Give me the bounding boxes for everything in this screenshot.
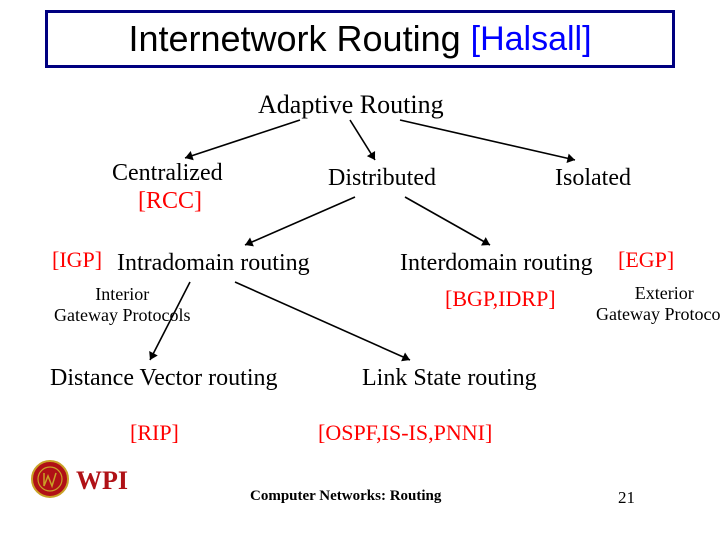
node-lsr: Link State routing [362,365,537,392]
node-rip: [RIP] [130,420,179,446]
node-centralized: Centralized [112,160,223,187]
node-inter: Interdomain routing [400,250,593,277]
node-distributed: Distributed [328,165,436,192]
footer-text: Computer Networks: Routing [250,488,441,505]
wpi-logo: WPI [30,458,160,500]
interior-line2: Gateway Protocols [54,305,190,325]
page-number: 21 [618,488,635,508]
node-bgp: [BGP,IDRP] [445,286,556,312]
node-isolated: Isolated [555,165,631,192]
node-intra: Intradomain routing [117,250,310,277]
node-adaptive: Adaptive Routing [258,90,444,120]
node-rcc: [RCC] [138,188,202,215]
exterior-line1: Exterior [635,283,694,303]
slide-title-ref: [Halsall] [471,20,592,59]
node-igp: [IGP] [52,247,102,273]
node-dvr: Distance Vector routing [50,365,278,392]
interior-line1: Interior [95,284,149,304]
node-ospf: [OSPF,IS-IS,PNNI] [318,420,492,446]
slide-title: Internetwork Routing [128,18,460,60]
node-exterior: Exterior Gateway Protocols [596,283,720,324]
exterior-line2: Gateway Protocols [596,304,720,324]
node-interior: Interior Gateway Protocols [54,284,190,325]
title-box: Internetwork Routing [Halsall] [45,10,675,68]
logo-text: WPI [76,466,128,495]
node-egp: [EGP] [618,247,674,273]
